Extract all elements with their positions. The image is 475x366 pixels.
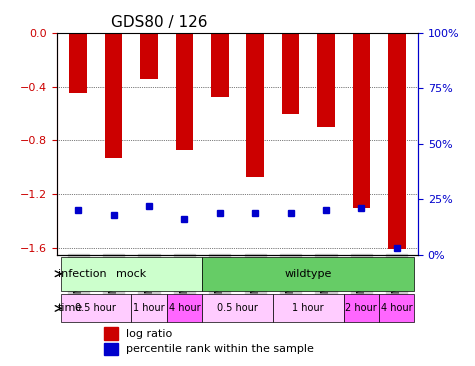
Text: mock: mock [116,269,146,279]
FancyBboxPatch shape [379,294,415,322]
Text: time: time [57,303,83,313]
Text: 1 hour: 1 hour [133,303,165,313]
Text: percentile rank within the sample: percentile rank within the sample [125,344,314,354]
Text: GDS80 / 126: GDS80 / 126 [111,15,208,30]
FancyBboxPatch shape [167,294,202,322]
Bar [104,328,118,340]
Text: 2 hour: 2 hour [345,303,377,313]
Text: 4 hour: 4 hour [381,303,413,313]
FancyBboxPatch shape [202,294,273,322]
Bar [211,33,228,97]
FancyBboxPatch shape [202,257,415,291]
FancyBboxPatch shape [60,294,131,322]
Bar [388,33,406,249]
Bar [69,33,87,93]
Text: wildtype: wildtype [285,269,332,279]
Text: 0.5 hour: 0.5 hour [217,303,258,313]
FancyBboxPatch shape [131,294,167,322]
Bar [140,33,158,79]
Bar [105,33,123,158]
Bar [176,33,193,150]
FancyBboxPatch shape [344,294,379,322]
Bar [282,33,299,113]
Bar [247,33,264,177]
Bar [352,33,370,208]
Text: 0.5 hour: 0.5 hour [76,303,116,313]
Text: infection: infection [57,269,106,279]
Text: 1 hour: 1 hour [293,303,324,313]
FancyBboxPatch shape [273,294,344,322]
FancyBboxPatch shape [60,257,202,291]
Bar [104,343,118,355]
Text: 4 hour: 4 hour [169,303,200,313]
Bar [317,33,335,127]
Text: log ratio: log ratio [125,329,172,339]
